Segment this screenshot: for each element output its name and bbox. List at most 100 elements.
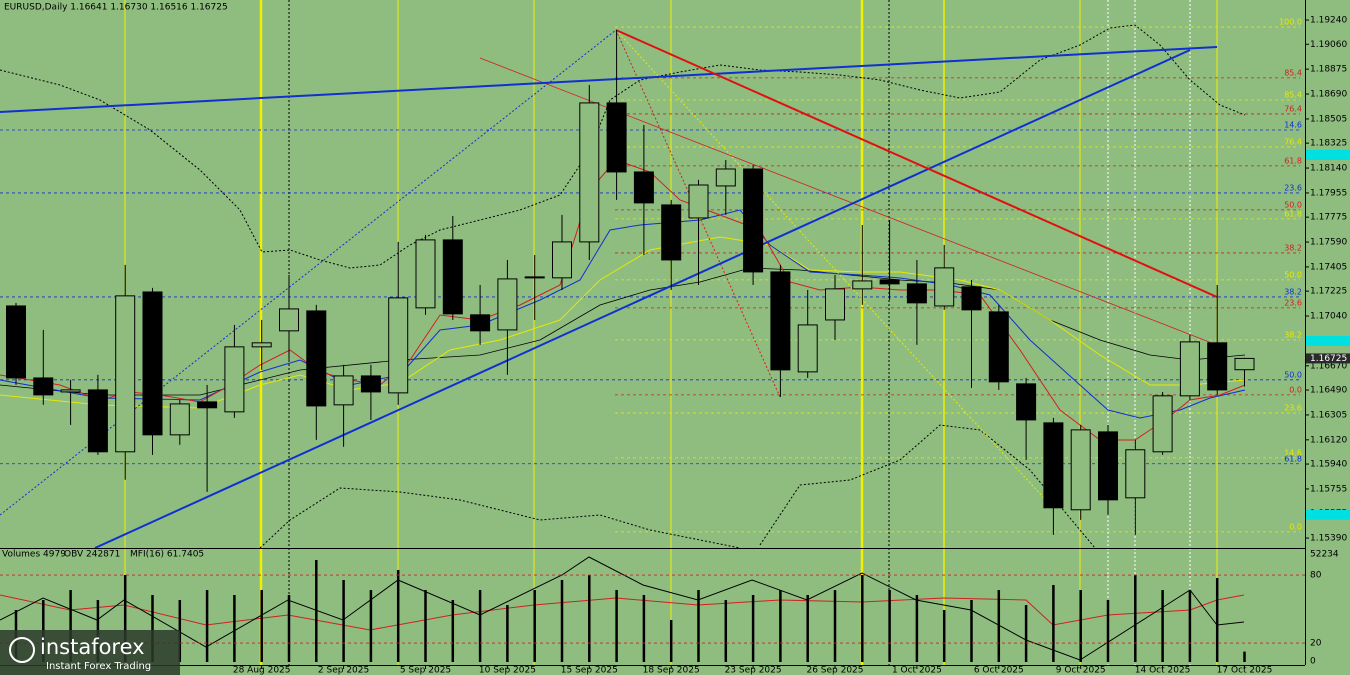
- y-tick-label: 1.17590: [1310, 238, 1347, 248]
- y-tick-label: 1.19060: [1310, 40, 1347, 50]
- candle-body: [552, 241, 572, 279]
- fib-level-label: 50.0: [1284, 370, 1302, 379]
- candle-body: [661, 204, 682, 261]
- fib-level-label: 14.6: [1284, 448, 1302, 457]
- last-price-label: 1.16725: [1310, 354, 1347, 364]
- y-tick-label: 1.18875: [1310, 65, 1347, 75]
- fib-level-label: 100.0: [1279, 18, 1302, 27]
- candle-body: [388, 297, 409, 394]
- alert-marker: [1306, 149, 1350, 160]
- y-tick-label: 1.15755: [1310, 484, 1347, 494]
- candle-body: [770, 271, 791, 371]
- fib-level-label: 85.4: [1284, 90, 1302, 99]
- candle-body: [415, 239, 436, 309]
- candle-body: [1098, 431, 1118, 501]
- bollinger-upper: [0, 24, 1246, 269]
- x-tick-label: 9 Oct 2025: [1056, 666, 1106, 675]
- logo-brand: instaforex: [40, 635, 145, 659]
- candle-body: [60, 389, 81, 393]
- x-tick-label: 28 Aug 2025: [233, 666, 291, 675]
- candle-body: [715, 168, 736, 187]
- y-tick-label: 1.17405: [1310, 262, 1347, 272]
- candle-body: [579, 102, 600, 243]
- fib-level-label: 0.0: [1289, 522, 1302, 531]
- fib-level-label: 61.8: [1284, 156, 1302, 165]
- trend-line: [0, 46, 1218, 113]
- fib-level-label: 76.4: [1284, 137, 1302, 146]
- moving-average: [0, 236, 1246, 409]
- x-tick-label: 17 Oct 2025: [1217, 666, 1273, 675]
- fib-level-label: 61.8: [1284, 209, 1302, 218]
- candle-body: [825, 288, 845, 321]
- y-tick-label: 1.16120: [1310, 435, 1347, 445]
- fib-level-label: 50.0: [1284, 200, 1302, 209]
- logo-box: [0, 630, 180, 675]
- chart-title: EURUSD,Daily 1.16641 1.16730 1.16516 1.1…: [4, 3, 228, 13]
- logo-icon: [9, 637, 35, 663]
- trend-line: [615, 29, 1218, 298]
- candle-body: [442, 239, 463, 315]
- candle-body: [524, 276, 545, 279]
- fib-level-label: 61.8: [1284, 454, 1302, 463]
- indicator-panel: Volumes 4979 OBV 242871 MFI(16) 61.7405 …: [0, 550, 1339, 667]
- candle-body: [988, 311, 1009, 383]
- fib-level-label: 38.2: [1284, 243, 1302, 252]
- candle-body: [115, 295, 136, 453]
- candle-body: [87, 389, 108, 453]
- x-tick-label: 26 Sep 2025: [806, 666, 863, 675]
- y-tick-label: 1.17775: [1310, 213, 1347, 223]
- last-price-box: [1306, 353, 1350, 364]
- candle-body: [224, 346, 245, 413]
- x-tick-label: 2 Sep 2025: [318, 666, 369, 675]
- fib-level-label: 76.4: [1284, 104, 1302, 113]
- candle-body: [1016, 383, 1037, 421]
- candle-body: [6, 305, 26, 379]
- y-tick-label: 1.15940: [1310, 460, 1347, 470]
- volume-max-label: 52234: [1310, 550, 1339, 560]
- alert-marker: [1306, 509, 1350, 520]
- y-tick-label: 1.15390: [1310, 534, 1347, 544]
- candle-body: [1234, 357, 1255, 371]
- candle-body: [470, 314, 491, 332]
- bollinger-lower: [759, 424, 1096, 549]
- vertical-markers: [124, 0, 1218, 665]
- y-tick-label: 1.16305: [1310, 410, 1347, 420]
- candle-body: [306, 310, 327, 407]
- candle-body: [251, 342, 272, 348]
- y-tick-label: 1.18325: [1310, 139, 1347, 149]
- candle-body: [1070, 429, 1091, 511]
- candle-body: [1043, 422, 1064, 509]
- fib-level-label: 85.4: [1284, 68, 1302, 77]
- candle-body: [852, 280, 873, 290]
- y-tick-label: 1.17225: [1310, 287, 1347, 297]
- candle-body: [606, 102, 627, 173]
- mfi-label: MFI(16) 61.7405: [130, 550, 204, 560]
- fib-level-label: 38.2: [1284, 287, 1302, 296]
- alert-marker: [1306, 335, 1350, 346]
- fib-level-label: 38.2: [1284, 330, 1302, 339]
- x-tick-label: 1 Oct 2025: [892, 666, 942, 675]
- mfi-tick-label: 0: [1310, 657, 1316, 667]
- candle-body: [33, 377, 54, 396]
- fib-level-label: 0.0: [1289, 385, 1302, 394]
- x-tick-label: 15 Sep 2025: [561, 666, 618, 675]
- watermark: instaforex Instant Forex Trading: [0, 630, 180, 675]
- y-tick-label: 1.18140: [1310, 164, 1347, 174]
- candle-body: [934, 267, 955, 307]
- candle-body: [1179, 341, 1200, 397]
- y-tick-label: 1.16490: [1310, 386, 1347, 396]
- candle-body: [169, 403, 190, 436]
- trend-line: [94, 49, 1191, 549]
- candle-body: [797, 324, 818, 373]
- x-tick-label: 18 Sep 2025: [643, 666, 700, 675]
- mfi-tick-label: 80: [1310, 571, 1322, 581]
- candle-body: [743, 168, 764, 273]
- obv-label: OBV 242871: [64, 550, 120, 560]
- mfi-tick-label: 20: [1310, 639, 1322, 649]
- candle-body: [360, 375, 381, 393]
- y-tick-label: 1.18505: [1310, 114, 1347, 124]
- logo-tagline: Instant Forex Trading: [46, 661, 151, 672]
- bollinger-lower: [259, 487, 741, 549]
